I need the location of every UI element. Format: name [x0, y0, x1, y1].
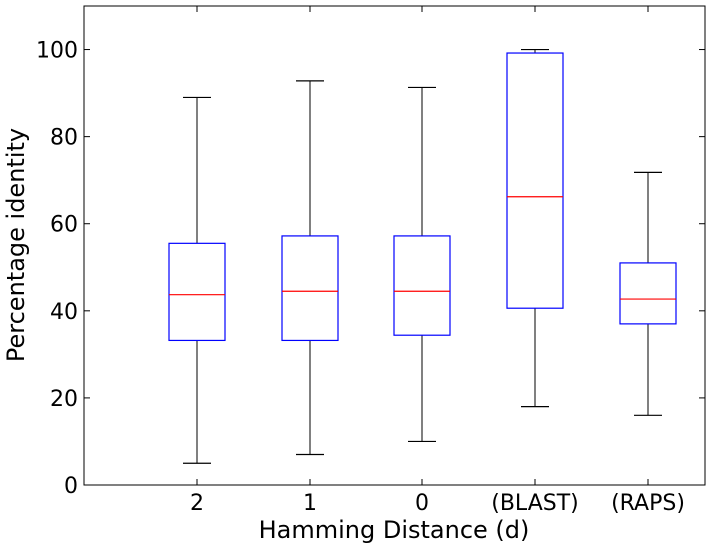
- x-tick-label: 2: [190, 491, 204, 516]
- y-tick-label: 40: [50, 300, 78, 325]
- box-series: [168, 48, 677, 464]
- y-tick-label: 60: [50, 213, 78, 238]
- box-4: [506, 48, 564, 408]
- y-axis-label: Percentage identity: [2, 128, 30, 362]
- iqr-box: [281, 235, 339, 342]
- box-1: [168, 96, 226, 464]
- plot-frame: [83, 5, 706, 486]
- x-tick-label: (BLAST): [491, 491, 578, 516]
- y-axis: 0 20 40 60 80 100: [36, 39, 705, 499]
- x-axis-label: Hamming Distance (d): [259, 516, 530, 543]
- x-tick-label: (RAPS): [611, 491, 685, 516]
- iqr-box: [619, 262, 677, 325]
- box-2: [281, 80, 339, 456]
- y-tick-label: 80: [50, 126, 78, 151]
- x-tick-label: 1: [303, 491, 317, 516]
- y-tick-label: 100: [36, 39, 78, 64]
- iqr-box: [168, 242, 226, 342]
- x-axis: 2 1 0 (BLAST) (RAPS): [190, 6, 685, 516]
- box-3: [393, 86, 451, 443]
- y-tick-label: 20: [50, 387, 78, 412]
- y-tick-label: 0: [64, 474, 78, 499]
- iqr-box: [393, 235, 451, 336]
- iqr-box: [506, 52, 564, 309]
- box-5: [619, 171, 677, 416]
- x-tick-label: 0: [415, 491, 429, 516]
